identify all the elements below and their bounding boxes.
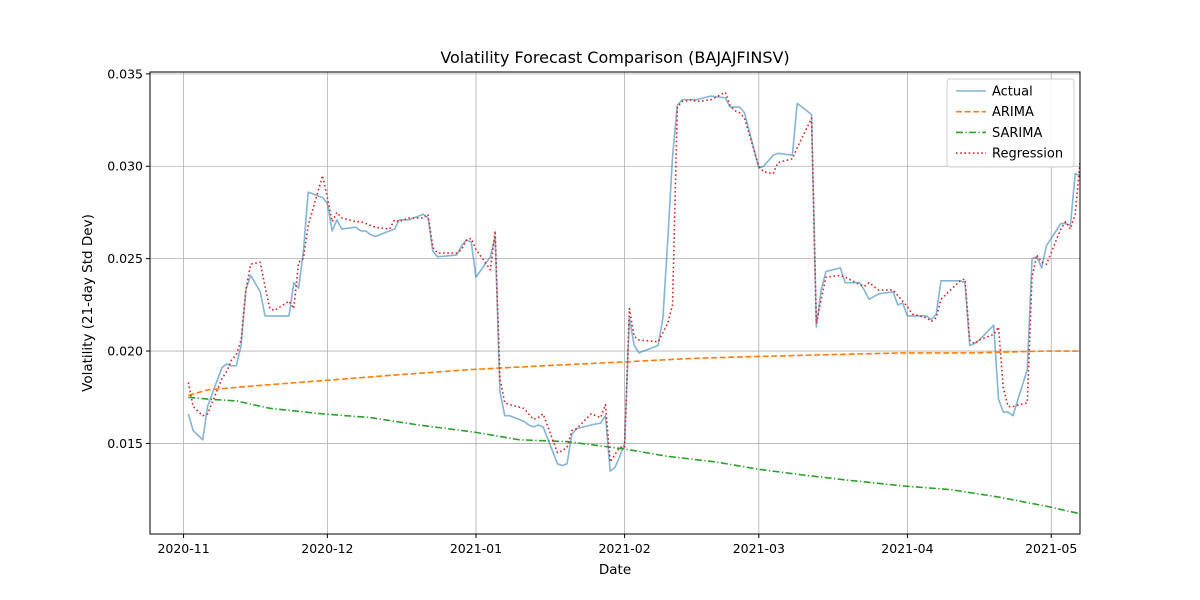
series-line-arima	[188, 350, 1080, 397]
x-tick-label: 2021-04	[881, 541, 933, 556]
y-axis-label: Volatility (21-day Std Dev)	[80, 214, 96, 392]
plot-area	[150, 72, 1080, 534]
y-tick-label: 0.020	[107, 344, 143, 359]
x-tick-label: 2020-11	[157, 541, 209, 556]
legend-label-actual: Actual	[992, 85, 1033, 100]
legend-box	[946, 78, 1075, 168]
y-tick-label: 0.015	[107, 436, 143, 451]
y-tick-label: 0.030	[107, 159, 143, 174]
series-line-sarima	[188, 396, 1080, 515]
x-tick-label: 2021-02	[598, 541, 650, 556]
plot-frame	[149, 71, 1081, 535]
x-tick-label: 2021-01	[450, 541, 502, 556]
y-axis-ticks: 0.015 0.020 0.025 0.030 0.035	[107, 66, 150, 451]
legend-label-sarima: SARIMA	[992, 126, 1042, 141]
chart-title: Volatility Forecast Comparison (BAJAJFIN…	[440, 48, 789, 67]
y-tick-label: 0.035	[107, 66, 143, 81]
x-axis-ticks: 2020-11 2020-12 2021-01 2021-02 2021-03 2021-…	[157, 534, 1077, 556]
series-line-regression	[187, 91, 1080, 463]
x-tick-label: 2021-05	[1025, 541, 1077, 556]
x-tick-label: 2021-03	[733, 541, 785, 556]
grid	[150, 72, 1080, 534]
series-line-actual	[187, 95, 1080, 472]
legend-label-regression: Regression	[992, 147, 1063, 162]
y-tick-label: 0.025	[107, 251, 143, 266]
legend: Actual ARIMA SARIMA Regression	[946, 78, 1075, 168]
series-lines	[187, 91, 1080, 515]
legend-label-arima: ARIMA	[992, 105, 1034, 120]
x-axis-label: Date	[599, 562, 631, 578]
x-tick-label: 2020-12	[301, 541, 353, 556]
